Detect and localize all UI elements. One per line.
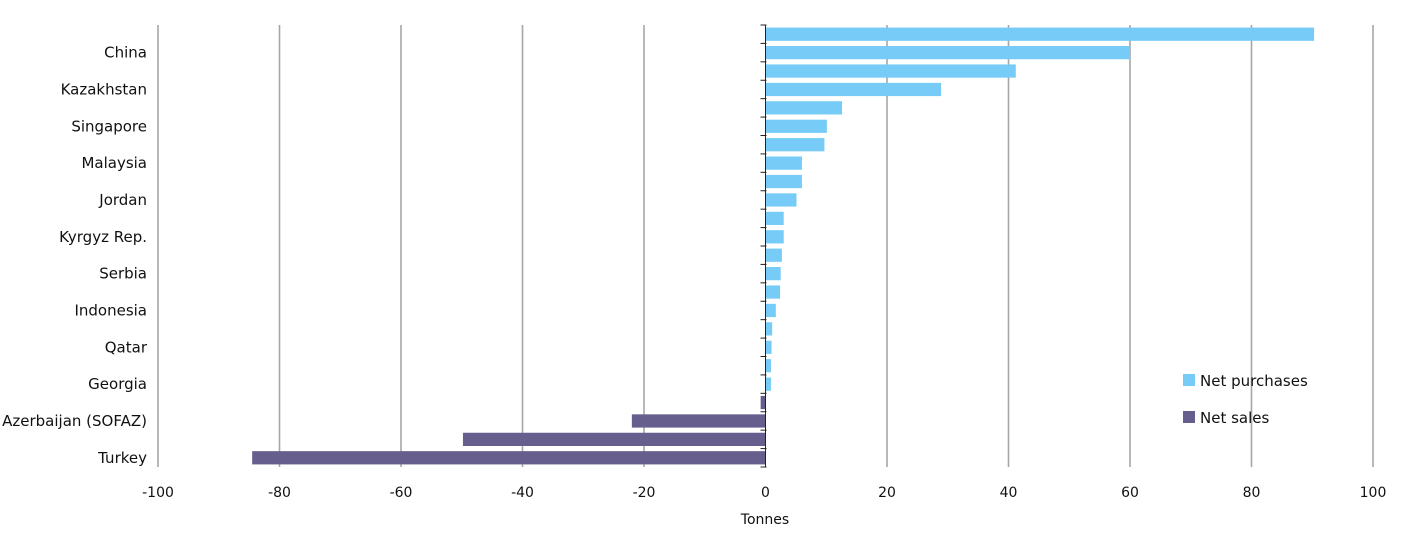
category-label: Turkey bbox=[97, 449, 147, 467]
x-tick-label: -20 bbox=[633, 485, 656, 501]
category-label: Qatar bbox=[105, 338, 148, 356]
bar-net-purchases bbox=[765, 248, 782, 262]
axes bbox=[760, 24, 767, 468]
category-label: Indonesia bbox=[74, 301, 147, 319]
category-label: Kazakhstan bbox=[61, 80, 147, 98]
bar-net-purchases bbox=[765, 230, 784, 244]
bar-net-purchases bbox=[765, 266, 781, 281]
labels: -100 -80 -60 -40 -20 0 20 40 60 80 100 China Kazakhs… bbox=[2, 44, 1386, 501]
x-tick-label: -40 bbox=[511, 485, 534, 501]
bar-net-purchases bbox=[765, 193, 797, 207]
x-tick-label: -80 bbox=[268, 485, 291, 501]
category-label: Malaysia bbox=[81, 154, 147, 172]
bar-net-purchases bbox=[765, 64, 1016, 78]
bar-net-purchases bbox=[765, 285, 781, 299]
category-label: China bbox=[104, 44, 147, 62]
bar-net-purchases bbox=[765, 322, 773, 336]
bar-net-sales bbox=[252, 451, 766, 465]
bar-net-purchases bbox=[765, 359, 771, 373]
bar-net-purchases bbox=[765, 340, 772, 354]
bar-net-purchases bbox=[765, 156, 802, 170]
category-label: Kyrgyz Rep. bbox=[59, 228, 147, 246]
x-tick-label: 80 bbox=[1243, 485, 1261, 501]
bar-net-purchases bbox=[765, 27, 1315, 41]
x-tick-label: 0 bbox=[761, 485, 770, 501]
x-tick-label: 100 bbox=[1360, 485, 1387, 501]
x-tick-label: 40 bbox=[1000, 485, 1018, 501]
x-tick-label: 60 bbox=[1121, 485, 1139, 501]
bar-net-purchases bbox=[765, 82, 942, 97]
bar-net-purchases bbox=[765, 174, 802, 189]
legend-swatch-net-sales bbox=[1183, 411, 1195, 423]
bar-net-sales bbox=[462, 432, 766, 447]
bar-net-purchases bbox=[765, 45, 1130, 60]
x-tick-label: -100 bbox=[142, 485, 174, 501]
x-axis-title: Tonnes bbox=[740, 512, 789, 528]
category-label: Jordan bbox=[98, 191, 147, 209]
bar-net-purchases bbox=[765, 119, 827, 133]
bar-net-purchases bbox=[765, 101, 843, 115]
legend: Net purchases Net sales bbox=[1183, 372, 1308, 427]
bar-net-purchases bbox=[765, 377, 771, 391]
bar-net-purchases bbox=[765, 303, 776, 318]
bar-net-purchases bbox=[765, 211, 784, 226]
gridlines bbox=[157, 25, 1374, 467]
legend-label-net-purchases: Net purchases bbox=[1200, 372, 1308, 390]
bar-net-sales bbox=[631, 414, 766, 428]
category-label: Singapore bbox=[71, 117, 147, 135]
legend-label-net-sales: Net sales bbox=[1200, 409, 1270, 427]
category-label: Azerbaijan (SOFAZ) bbox=[2, 412, 147, 430]
category-label: Serbia bbox=[99, 265, 147, 283]
bar-net-sales bbox=[760, 395, 766, 410]
x-tick-label: -60 bbox=[390, 485, 413, 501]
legend-swatch-net-purchases bbox=[1183, 374, 1195, 386]
x-tick-label: 20 bbox=[878, 485, 896, 501]
category-label: Georgia bbox=[88, 375, 147, 393]
bar-net-purchases bbox=[765, 138, 825, 152]
bars bbox=[252, 27, 1315, 465]
